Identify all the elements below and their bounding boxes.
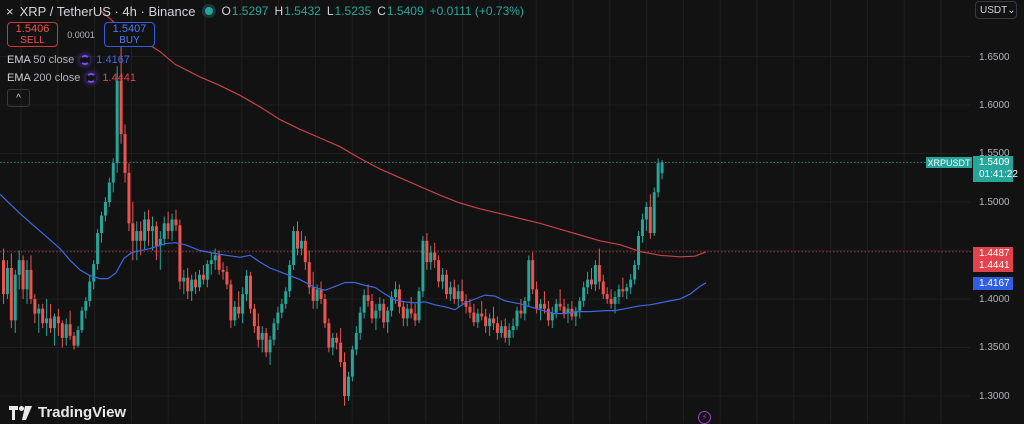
ema50-name: EMA (7, 54, 31, 66)
ohlc-open-value: 1.5297 (231, 4, 269, 18)
tradingview-logo-icon (9, 405, 32, 420)
chart-grid (0, 0, 970, 423)
ema200-params: 200 close (33, 72, 81, 84)
ohlc-low-key: L (326, 4, 334, 18)
chevron-up-icon: ^ (16, 92, 21, 104)
ema50-label: EMA 50 close (7, 54, 74, 66)
market-status-icon[interactable] (205, 7, 214, 15)
buy-button[interactable]: 1.5407 BUY (104, 22, 155, 47)
sell-label: SELL (20, 34, 45, 46)
chevron-down-icon: ⌄ (1007, 4, 1016, 16)
tradingview-logo[interactable]: TradingView (9, 404, 126, 421)
trade-panel: 1.5406 SELL 0.0001 1.5407 BUY (7, 22, 155, 47)
ohlc-low-value: 1.5235 (334, 4, 372, 18)
collapse-indicators-button[interactable]: ^ (7, 89, 30, 107)
price-lines (0, 161, 972, 253)
current-price-label: 1.5409 01:41:22 (973, 156, 1018, 182)
ema50-price-label: 1.4167 (973, 277, 1013, 290)
ema200-price-a: 1.4487 (979, 248, 1010, 259)
buy-label: BUY (119, 34, 140, 46)
price-tick: 1.5000 (979, 197, 1010, 208)
spread-value: 0.0001 (67, 29, 95, 40)
symbol-legend: × XRP / TetherUS · 4h · Binance O1.5297 … (6, 3, 524, 19)
ohlc-open-key: O (221, 4, 231, 18)
bar-countdown: 01:41:22 (979, 169, 1018, 180)
buy-price: 1.5407 (112, 22, 147, 35)
price-tick: 1.6500 (979, 52, 1010, 63)
price-tick: 1.3000 (979, 391, 1010, 402)
tradingview-logo-text: TradingView (38, 404, 127, 421)
currency-label: USDT (980, 4, 1008, 16)
ema200-value: 1.4441 (102, 72, 137, 84)
loading-spinner-icon (80, 55, 91, 65)
ema200-line (99, 9, 707, 258)
price-change: +0.0111 (+0.73%) (429, 4, 524, 18)
sell-price: 1.5406 (15, 22, 50, 35)
ema200-name: EMA (7, 72, 31, 84)
sell-button[interactable]: 1.5406 SELL (7, 22, 58, 47)
price-tick: 1.6000 (979, 100, 1010, 111)
ohlc-high-key: H (274, 4, 284, 18)
price-tick: 1.3500 (979, 342, 1010, 353)
price-tick: 1.5500 (979, 148, 1010, 159)
loading-spinner-icon (86, 73, 97, 83)
price-tick: 1.4000 (979, 294, 1010, 305)
indicator-ema200[interactable]: EMA 200 close 1.4441 (7, 72, 136, 84)
ema200-price-b: 1.4441 (979, 260, 1010, 271)
ohlc-close-key: C (377, 4, 386, 18)
ema200-price-label: 1.4487 1.4441 (973, 247, 1013, 272)
ohlc-close-value: 1.5409 (386, 4, 424, 18)
symbol-price-label: XRPUSDT (926, 157, 972, 168)
ema50-line (0, 193, 707, 315)
ohlc-high-value: 1.5432 (284, 4, 321, 18)
indicator-ema50[interactable]: EMA 50 close 1.4167 (7, 54, 130, 66)
lightning-icon[interactable]: ⚡ (698, 411, 711, 424)
ema50-value: 1.4167 (96, 54, 130, 66)
ema200-label: EMA 200 close (7, 72, 80, 84)
currency-selector[interactable]: USDT ⌄ (975, 1, 1017, 19)
symbol-title[interactable]: XRP / TetherUS · 4h · Binance (19, 3, 196, 19)
close-icon[interactable]: × (6, 3, 14, 19)
current-price: 1.5409 (979, 157, 1010, 168)
ema50-params: 50 close (33, 54, 75, 66)
ohlc-values: O1.5297 H1.5432 L1.5235 C1.5409 +0.0111 … (221, 4, 523, 18)
candlesticks (2, 46, 664, 406)
